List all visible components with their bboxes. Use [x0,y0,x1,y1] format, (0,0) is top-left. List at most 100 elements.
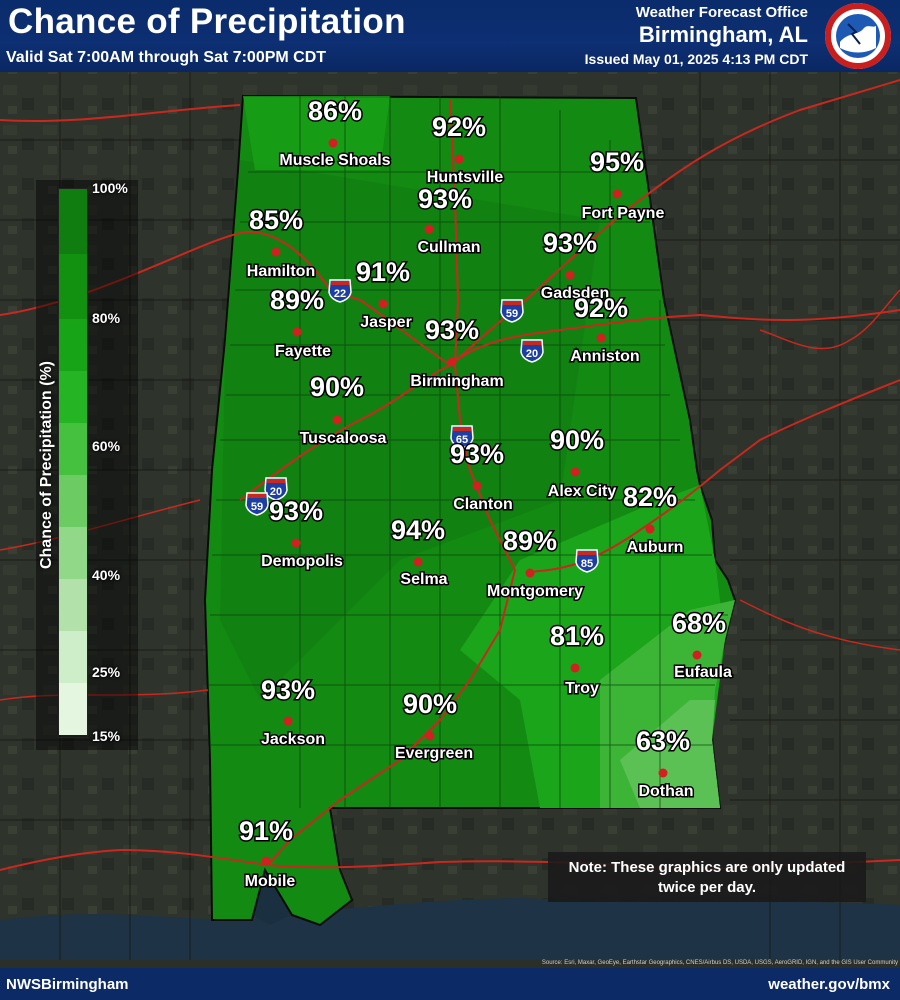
city-name: Clanton [453,496,513,513]
city-name: Fort Payne [582,205,665,222]
city-marker: 90% Tuscaloosa [298,371,388,449]
city-marker: 82% Auburn [621,481,684,558]
city-percent: 92% [574,293,628,323]
legend-tick-60: 60% [92,438,121,454]
header-banner: Chance of Precipitation Valid Sat 7:00AM… [0,0,900,72]
city-dot [261,856,271,866]
city-marker: 93% Jackson [259,674,326,750]
city-marker: 92% Huntsville [425,111,505,188]
city-name: Auburn [627,539,684,556]
city-percent: 86% [308,96,362,126]
city-marker: 90% Evergreen [393,688,474,764]
office-city: Birmingham, AL [638,22,808,47]
city-name: Eufaula [674,664,732,681]
nws-logo-icon [825,3,891,69]
city-name: Huntsville [427,169,504,186]
city-percent: 91% [239,816,293,846]
city-name: Anniston [570,348,639,365]
zone-north [243,96,390,170]
interstate-number: 59 [251,501,263,513]
city-dot [424,224,434,234]
city-name: Troy [565,680,599,697]
city-dot [570,467,580,477]
city-dot [328,138,338,148]
city-percent: 63% [636,726,690,756]
city-dot [692,650,702,660]
map: 22 59 20 65 20 59 85 86% Muscle Shoals 92% Huntsv… [0,72,900,960]
interstate-number: 65 [456,434,468,446]
city-percent: 93% [261,675,315,705]
update-note: Note: These graphics are only updated tw… [548,852,866,902]
city-percent: 92% [432,112,486,142]
legend-tick-100: 100% [92,180,128,196]
interstate-number: 20 [270,486,282,498]
city-name: Muscle Shoals [279,152,390,169]
city-marker: 93% Clanton [448,438,514,515]
city-percent: 91% [356,257,410,287]
city-dot [378,299,388,309]
city-name: Birmingham [410,373,503,390]
city-name: Gadsden [541,285,609,302]
city-percent: 90% [550,425,604,455]
city-dot [291,538,301,548]
city-dot [525,568,535,578]
city-dot [425,731,435,741]
city-marker: 93% Cullman [416,183,482,258]
interstate-shield-icon: 20 [520,339,544,363]
city-percent: 81% [550,621,604,651]
footer-social-handle[interactable]: NWSBirmingham [6,976,129,993]
city-name: Montgomery [487,583,583,600]
city-name: Dothan [638,783,693,800]
city-marker: 91% Mobile [237,815,296,892]
city-percent: 89% [270,285,324,315]
city-marker: 93% Gadsden [539,227,610,304]
city-name: Evergreen [395,745,473,762]
city-marker: 90% Alex City [546,424,618,502]
city-marker: 68% Eufaula [670,607,733,683]
legend: Chance of Precipitation (%) 100% 80% 60%… [36,180,138,750]
city-percent: 85% [249,205,303,235]
legend-title: Chance of Precipitation (%) [38,360,55,570]
legend-swatch [59,189,87,254]
city-marker: 63% Dothan [634,725,695,802]
city-percent: 94% [391,515,445,545]
city-dot [658,768,668,778]
city-marker: 85% Hamilton [245,204,316,282]
city-marker: 94% Selma [389,514,449,590]
city-dot [570,663,580,673]
city-dot [332,415,342,425]
city-percent: 93% [418,184,472,214]
interstate-number: 85 [581,558,593,570]
city-dot [565,270,575,280]
office-label: Weather Forecast Office [635,4,808,21]
legend-swatch [59,527,87,579]
city-name: Alex City [548,483,617,500]
city-percent: 90% [403,689,457,719]
city-dot [413,557,423,567]
legend-tick-25: 25% [92,664,121,680]
legend-swatch [59,579,87,631]
city-percent: 68% [672,608,726,638]
map-source-credit: Source: Esri, Maxar, GeoEye, Earthstar G… [541,960,898,966]
city-name: Demopolis [261,553,343,570]
footer-website-link[interactable]: weather.gov/bmx [768,976,890,993]
legend-swatch [59,631,87,683]
interstate-shield-icon: 22 [328,279,352,303]
legend-tick-80: 80% [92,310,121,326]
city-marker: 93% Demopolis [260,495,345,572]
city-dot [292,327,302,337]
city-marker: 95% Fort Payne [580,146,666,224]
city-dot [472,481,482,491]
legend-swatch [59,371,87,423]
city-percent: 93% [543,228,597,258]
city-percent: 89% [503,526,557,556]
city-name: Tuscaloosa [300,430,387,447]
issued-time: Issued May 01, 2025 4:13 PM CDT [584,51,808,67]
city-marker: 89% Fayette [268,284,332,362]
city-dot [447,357,457,367]
city-marker: 92% Anniston [569,292,641,367]
legend-color-bar [58,188,88,738]
interstate-number: 20 [526,348,538,360]
city-name: Cullman [417,239,480,256]
city-name: Selma [400,571,447,588]
